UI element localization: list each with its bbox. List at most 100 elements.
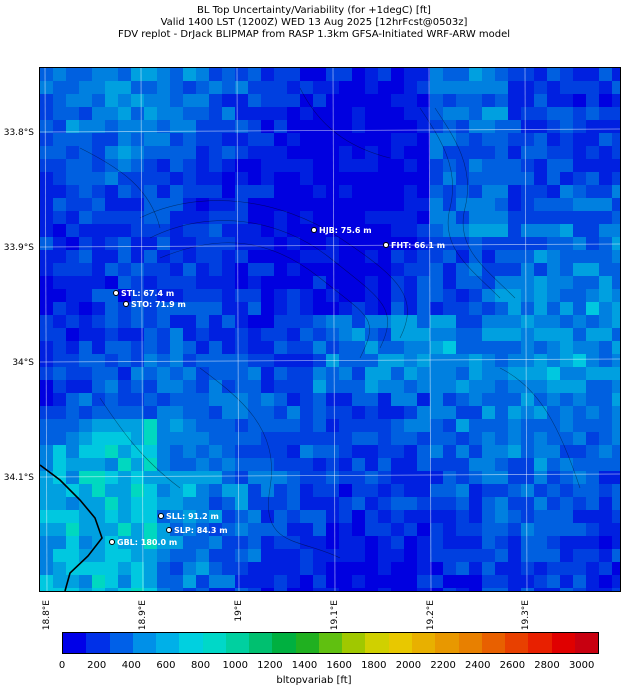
lat-gridline [39,128,621,133]
field-cell [235,510,248,523]
field-cell [456,458,469,471]
field-cell [404,263,417,276]
field-cell [456,263,469,276]
field-cell [66,237,79,250]
field-cell [118,393,131,406]
field-cell [53,94,66,107]
field-cell [131,523,144,536]
field-cell [105,159,118,172]
field-cell [144,107,157,120]
field-cell [248,484,261,497]
colorbar-label: bltopvariab [ft] [276,675,352,686]
field-cell [573,523,586,536]
field-cell [118,510,131,523]
station-marker[interactable]: FHT: 66.1 m [383,241,446,250]
field-cell [170,445,183,458]
field-cell [235,276,248,289]
field-cell [417,419,430,432]
field-cell [339,406,352,419]
field-cell [612,354,625,367]
field-cell [547,497,560,510]
field-cell [417,484,430,497]
field-cell [352,575,365,588]
field-cell [586,302,599,315]
station-dot[interactable] [311,227,317,233]
field-cell [326,211,339,224]
field-cell [612,419,625,432]
station-dot[interactable] [383,242,389,248]
field-cell [326,81,339,94]
field-cell [365,120,378,133]
field-cell [92,68,105,81]
field-cell [79,302,92,315]
field-cell [326,510,339,523]
field-cell [131,432,144,445]
station-marker[interactable]: STO: 71.9 m [123,300,186,309]
field-cell [599,198,612,211]
field-cell [170,432,183,445]
field-cell [469,94,482,107]
field-cell [352,185,365,198]
field-cell [378,315,391,328]
field-cell [404,146,417,159]
field-cell [417,458,430,471]
field-cell [131,562,144,575]
field-cell [170,575,183,588]
station-dot[interactable] [166,527,172,533]
field-cell [144,185,157,198]
field-cell [612,315,625,328]
field-cell [105,263,118,276]
field-cell [430,458,443,471]
field-cell [79,315,92,328]
field-cell [274,458,287,471]
field-cell [79,276,92,289]
field-cell [469,107,482,120]
field-cell [469,458,482,471]
field-cell [118,159,131,172]
field-cell [378,94,391,107]
field-cell [586,250,599,263]
field-cell [261,458,274,471]
field-cell [469,172,482,185]
field-cell [365,523,378,536]
field-cell [443,471,456,484]
field-cell [118,237,131,250]
field-cell [53,185,66,198]
field-cell [339,94,352,107]
field-cell [365,263,378,276]
field-cell [352,107,365,120]
station-dot[interactable] [109,539,115,545]
field-cell [378,393,391,406]
field-cell [300,419,313,432]
field-cell [365,159,378,172]
field-cell [183,120,196,133]
field-cell [248,263,261,276]
field-cell [326,172,339,185]
field-cell [599,328,612,341]
colorbar-swatch [225,633,250,653]
field-cell [222,354,235,367]
station-marker[interactable]: HJB: 75.6 m [311,226,372,235]
field-cell [534,94,547,107]
field-cell [612,549,625,562]
field-cell [209,484,222,497]
field-cell [599,107,612,120]
field-cell [430,523,443,536]
station-dot[interactable] [158,513,164,519]
field-cell [66,432,79,445]
field-cell [326,536,339,549]
field-cell [248,81,261,94]
field-cell [261,263,274,276]
field-cell [508,432,521,445]
station-marker[interactable]: SLL: 91.2 m [158,512,219,521]
field-cell [248,237,261,250]
field-cell [443,536,456,549]
station-dot[interactable] [123,301,129,307]
field-cell [586,263,599,276]
field-cell [131,458,144,471]
station-marker[interactable]: STL: 67.4 m [113,289,175,298]
station-dot[interactable] [113,290,119,296]
station-marker[interactable]: GBL: 180.0 m [109,538,178,547]
station-marker[interactable]: SLP: 84.3 m [166,526,228,535]
field-cell [365,237,378,250]
